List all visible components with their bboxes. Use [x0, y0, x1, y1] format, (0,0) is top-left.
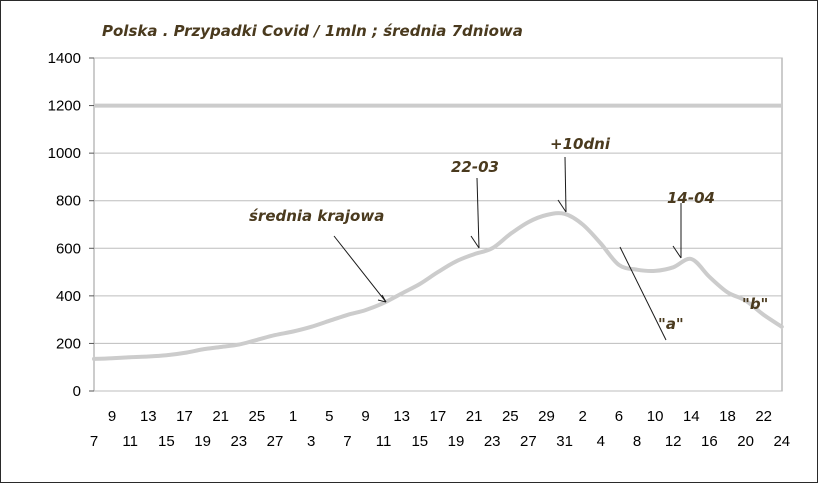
- y-tick-label: 200: [56, 335, 81, 352]
- x-tick-label-row1: 22: [755, 408, 772, 425]
- x-tick-label-row2: 8: [633, 433, 641, 450]
- x-tick-label-row2: 23: [484, 433, 501, 450]
- plot-area: [93, 57, 783, 392]
- x-tick-label-row1: 2: [579, 408, 587, 425]
- x-tick-label-row1: 17: [176, 408, 193, 425]
- x-tick-label-row2: 16: [701, 433, 718, 450]
- x-tick-label-row1: 14: [683, 408, 700, 425]
- annotation-pointer: [564, 156, 567, 213]
- chart-title: Polska . Przypadki Covid / 1mln ; średni…: [102, 22, 523, 40]
- x-tick-label-row2: 7: [90, 433, 98, 450]
- x-tick-label-row2: 27: [267, 433, 284, 450]
- annotation-label: 14-04: [667, 189, 715, 207]
- x-tick-label-row1: 18: [719, 408, 736, 425]
- x-tick-label-row2: 15: [158, 433, 175, 450]
- x-tick-label-row2: 19: [448, 433, 465, 450]
- x-tick-label-row2: 24: [773, 433, 790, 450]
- x-tick-label-row2: 27: [520, 433, 537, 450]
- annotation-pointer: [381, 294, 387, 303]
- annotation-label: średnia krajowa: [249, 207, 384, 225]
- y-tick-label: 0: [73, 383, 81, 400]
- x-tick-label-row2: 19: [194, 433, 211, 450]
- x-tick-label-row2: 12: [665, 433, 682, 450]
- annotation-pointer: [476, 177, 480, 249]
- annotation-pointer: [333, 235, 387, 303]
- annotation-label: "a": [658, 315, 684, 333]
- x-tick-label-row1: 1: [289, 408, 297, 425]
- x-tick-label-row1: 13: [393, 408, 410, 425]
- x-tick-label-row2: 11: [122, 433, 138, 450]
- y-tick-label: 800: [56, 193, 81, 210]
- annotation-pointer: [377, 299, 387, 303]
- x-tick-label-row2: 23: [230, 433, 247, 450]
- annotation-pointer: [470, 235, 480, 249]
- x-tick-label-row1: 17: [430, 408, 447, 425]
- x-tick-label-row1: 21: [466, 408, 483, 425]
- x-tick-label-row2: 3: [307, 433, 315, 450]
- series-line: [92, 211, 784, 361]
- x-tick-label-row1: 25: [249, 408, 266, 425]
- x-tick-label-row2: 7: [343, 433, 351, 450]
- annotation-label: 22-03: [451, 158, 499, 176]
- x-tick-label-row2: 11: [376, 433, 392, 450]
- x-tick-label-row2: 20: [737, 433, 754, 450]
- y-tick-label: 1400: [48, 50, 81, 67]
- x-tick-label-row1: 10: [647, 408, 664, 425]
- x-tick-label-row2: 4: [597, 433, 605, 450]
- x-tick-label-row1: 9: [361, 408, 369, 425]
- x-tick-label-row1: 13: [140, 408, 157, 425]
- x-tick-label-row1: 6: [615, 408, 623, 425]
- x-tick-label-row1: 9: [108, 408, 116, 425]
- x-tick-label-row1: 29: [538, 408, 555, 425]
- x-tick-label-row1: 25: [502, 408, 519, 425]
- x-tick-label-row2: 15: [411, 433, 428, 450]
- x-tick-label-row1: 21: [212, 408, 229, 425]
- y-tick-label: 1000: [48, 145, 81, 162]
- x-tick-label-row2: 31: [556, 433, 573, 450]
- annotation-label: "b": [742, 295, 768, 313]
- y-tick-label: 1200: [48, 98, 81, 115]
- y-tick-label: 600: [56, 240, 81, 257]
- annotation-pointer: [557, 199, 567, 213]
- annotation-label: +10dni: [550, 135, 611, 153]
- annotation-pointer: [619, 246, 667, 341]
- y-tick-label: 400: [56, 288, 81, 305]
- annotation-pointer: [672, 245, 682, 259]
- x-tick-label-row1: 5: [325, 408, 333, 425]
